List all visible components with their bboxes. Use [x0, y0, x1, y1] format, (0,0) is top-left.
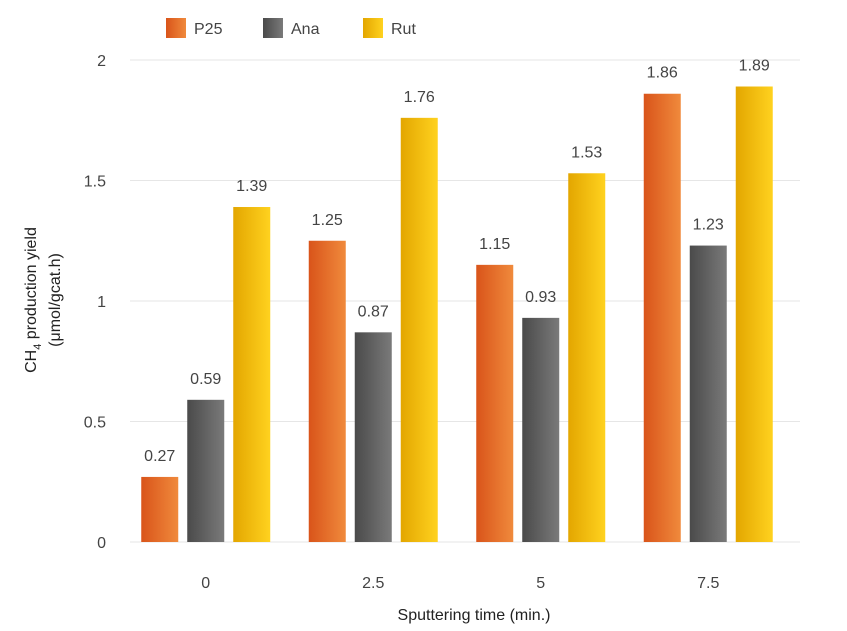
legend-label-p25: P25: [194, 21, 223, 38]
bar-rut: [568, 173, 606, 542]
data-label: 1.89: [739, 58, 770, 75]
data-label: 1.76: [404, 89, 435, 106]
bars: [141, 86, 773, 543]
bar-ana: [689, 245, 727, 542]
svg-text:CH4 production yield: CH4 production yield: [23, 227, 44, 373]
legend-swatch-rut: [363, 18, 383, 38]
y-tick-label: 0.5: [84, 415, 106, 432]
legend-label-rut: Rut: [391, 21, 416, 38]
legend: P25 Ana Rut: [166, 18, 416, 38]
x-tick-labels: 0 2.5 5 7.5: [201, 575, 719, 592]
y-tick-label: 1.5: [84, 174, 106, 191]
x-tick-label: 0: [201, 575, 210, 592]
bar-rut: [400, 117, 438, 542]
data-label: 0.87: [358, 303, 389, 320]
data-label: 0.93: [525, 289, 556, 306]
x-axis-title: Sputtering time (min.): [398, 607, 551, 624]
y-tick-label: 1: [97, 294, 106, 311]
x-tick-label: 7.5: [697, 575, 719, 592]
y-tick-labels: 0 0.5 1 1.5 2: [84, 53, 106, 552]
y-tick-label: 2: [97, 53, 106, 70]
y-axis-title-units: (μmol/gcat.h): [47, 253, 64, 347]
bar-rut: [735, 86, 773, 542]
y-axis-title-suffix: production yield: [23, 227, 40, 344]
bar-ana: [522, 317, 560, 542]
x-tick-label: 5: [536, 575, 545, 592]
data-label: 1.23: [693, 217, 724, 234]
bar-ana: [187, 399, 225, 542]
legend-swatch-p25: [166, 18, 186, 38]
bar-ana: [354, 332, 392, 542]
legend-swatch-ana: [263, 18, 283, 38]
data-label: 1.15: [479, 236, 510, 253]
y-tick-label: 0: [97, 535, 106, 552]
bar-p25: [308, 240, 346, 542]
data-label: 1.86: [647, 65, 678, 82]
bar-p25: [141, 476, 179, 542]
data-label: 1.39: [236, 178, 267, 195]
y-axis-title-prefix: CH: [23, 350, 40, 373]
bar-p25: [643, 93, 681, 543]
bar-p25: [476, 264, 514, 542]
y-axis-title-subscript: 4: [32, 344, 44, 350]
data-labels: 0.27 0.59 1.39 1.25 0.87 1.76 1.15 0.93 1.53 1.86…: [144, 58, 770, 465]
y-axis-title: CH4 production yield (μmol/gcat.h): [23, 227, 64, 373]
bar-rut: [233, 207, 271, 542]
data-label: 1.25: [312, 212, 343, 229]
data-label: 1.53: [571, 144, 602, 161]
x-tick-label: 2.5: [362, 575, 384, 592]
legend-label-ana: Ana: [291, 21, 320, 38]
data-label: 0.59: [190, 371, 221, 388]
data-label: 0.27: [144, 448, 175, 465]
